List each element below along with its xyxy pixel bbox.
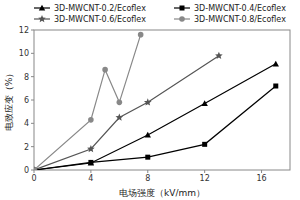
legend-item: 3D-MWCNT-0.4/Ecoflex <box>174 4 286 13</box>
legend-label: 3D-MWCNT-0.4/Ecoflex <box>194 4 286 13</box>
x-tick-label: 0 <box>31 174 36 183</box>
legend-swatch-marker <box>39 5 45 11</box>
legend-label: 3D-MWCNT-0.2/Ecoflex <box>54 4 146 13</box>
legend: 3D-MWCNT-0.2/Ecoflex 3D-MWCNT-0.4/Ecoflex… <box>34 4 286 24</box>
y-tick <box>31 100 34 101</box>
y-tick-label: 6 <box>24 96 29 105</box>
data-point <box>145 132 151 138</box>
y-tick-label: 10 <box>19 49 29 58</box>
x-tick-label: 8 <box>145 174 150 183</box>
data-point <box>273 61 279 67</box>
plot-area <box>34 32 279 170</box>
legend-item: 3D-MWCNT-0.2/Ecoflex <box>34 4 146 13</box>
data-point <box>138 32 144 38</box>
y-tick-label: 2 <box>24 143 29 152</box>
y-tick <box>31 123 34 124</box>
x-axis-label: 电场强度（kV/mm） <box>119 188 205 198</box>
legend-swatch-marker <box>38 15 46 22</box>
plot-frame <box>34 30 290 170</box>
y-tick <box>31 53 34 54</box>
legend-swatch-marker <box>179 16 185 22</box>
legend-item: 3D-MWCNT-0.6/Ecoflex <box>34 15 146 24</box>
x-tick <box>261 170 262 173</box>
chart: 0 4 8 12 16 0 2 4 6 8 10 12 电场强度（kV/mm） 电致应变（%） 3D-MWC… <box>0 0 300 200</box>
y-tick <box>31 30 34 31</box>
page: {"chart_data": {"type": "line", "xlabel"… <box>0 0 300 200</box>
data-point <box>202 142 207 147</box>
data-point <box>144 98 152 105</box>
x-tick <box>204 170 205 173</box>
data-point <box>102 67 108 73</box>
x-tick <box>147 170 148 173</box>
legend-label: 3D-MWCNT-0.6/Ecoflex <box>54 15 146 24</box>
series-line <box>34 86 276 170</box>
y-tick <box>31 76 34 77</box>
data-point <box>34 167 37 170</box>
y-tick-label: 4 <box>24 119 29 128</box>
y-tick-label: 8 <box>24 73 29 82</box>
data-point <box>88 160 93 165</box>
legend-label: 3D-MWCNT-0.8/Ecoflex <box>194 15 286 24</box>
y-axis-label: 电致应变（%） <box>4 69 14 132</box>
y-tick-label: 12 <box>19 26 29 35</box>
y-tick-label: 0 <box>24 166 29 175</box>
data-point <box>87 145 95 152</box>
x-tick <box>90 170 91 173</box>
legend-swatch-marker <box>180 6 185 11</box>
y-tick <box>31 146 34 147</box>
data-point <box>273 84 278 89</box>
x-tick-label: 16 <box>256 174 266 183</box>
series-line <box>34 56 219 170</box>
data-point <box>215 52 223 59</box>
data-point <box>116 114 124 121</box>
data-point <box>88 117 94 123</box>
legend-item: 3D-MWCNT-0.8/Ecoflex <box>174 15 286 24</box>
data-point <box>117 100 123 106</box>
series-line <box>34 64 276 170</box>
series-line <box>34 35 141 170</box>
data-point <box>201 100 207 106</box>
data-point <box>145 155 150 160</box>
x-tick-label: 4 <box>88 174 93 183</box>
axes: 0 4 8 12 16 0 2 4 6 8 10 12 <box>19 26 267 183</box>
data-point <box>88 160 94 166</box>
y-tick <box>31 170 34 171</box>
x-tick-label: 12 <box>200 174 210 183</box>
